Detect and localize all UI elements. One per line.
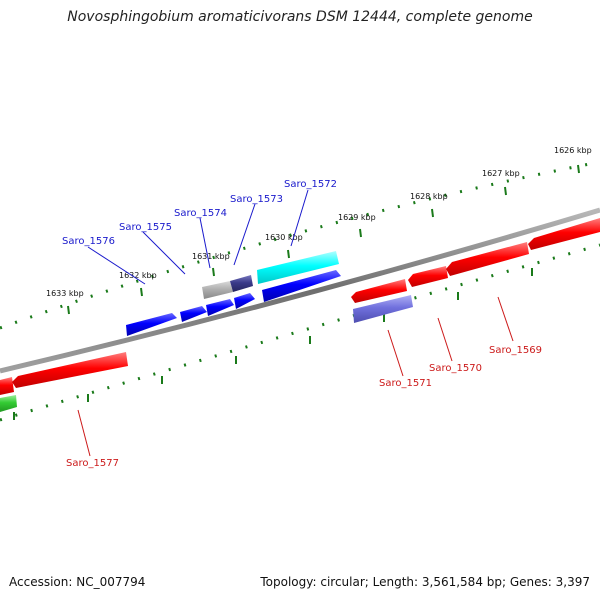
gene-label[interactable]: Saro_1575 [119,222,172,233]
major-ticks [67,164,580,315]
accession-label: Accession: NC_007794 [9,575,146,589]
forward-genes [0,251,341,395]
gene-label[interactable]: Saro_1570 [429,363,482,374]
gene-saro-1569[interactable] [446,242,529,276]
leader-line [387,329,404,377]
tick-label: 1632 kbp [119,271,157,280]
gene-saro-1576[interactable] [126,313,177,336]
gene-lavender[interactable] [353,295,413,323]
gene-red-left-forward[interactable] [0,377,14,395]
gene-label[interactable]: Saro_1569 [489,345,542,356]
gene-label[interactable]: Saro_1573 [230,194,283,205]
leader-line [233,203,256,266]
major-tick [431,208,434,218]
gene-red-right-edge[interactable] [528,218,600,250]
leader-line [199,217,211,269]
leader-line [497,296,514,342]
gene-label[interactable]: Saro_1574 [174,208,227,219]
gene-saro-1571[interactable] [351,279,407,303]
tick-label: 1633 kbp [46,289,84,298]
major-tick [67,305,70,315]
gene-label[interactable]: Saro_1571 [379,378,432,389]
gene-saro-1577[interactable] [12,352,128,388]
gene-green[interactable] [0,395,17,412]
genome-title: Novosphingobium aromaticivorans DSM 1244… [67,9,533,25]
leader-line [437,317,453,362]
leader-line [290,189,309,247]
lower-major-ticks [13,268,533,420]
leader-line [87,246,146,285]
gene-saro-1573[interactable] [234,293,255,309]
gene-slate[interactable] [230,275,253,292]
major-tick [140,287,143,297]
gene-label[interactable]: Saro_1576 [62,236,115,247]
tick-label: 1627 kbp [482,169,520,178]
reverse-leaders [77,296,514,457]
genome-summary: Topology: circular; Length: 3,561,584 bp… [260,575,590,589]
gene-label[interactable]: Saro_1577 [66,458,119,469]
genome-backbone [0,207,600,374]
leader-line [142,231,186,275]
major-tick [504,186,507,196]
tick-label: 1629 kbp [338,213,376,222]
major-tick [212,267,215,277]
gene-label[interactable]: Saro_1572 [284,179,337,190]
tick-label: 1626 kbp [554,146,592,155]
gene-cyan[interactable] [257,251,339,284]
tick-label: 1628 kbp [410,192,448,201]
forward-leaders [87,189,309,285]
tick-label: 1631 kbp [192,252,230,261]
major-tick [577,164,580,174]
gene-saro-1570[interactable] [408,266,448,287]
gene-gray[interactable] [202,281,233,299]
major-tick [359,228,362,238]
gene-saro-1572[interactable] [262,270,341,302]
gene-saro-1574[interactable] [206,299,234,316]
gene-saro-1575[interactable] [180,306,207,322]
major-tick [287,249,290,259]
leader-line [77,409,91,457]
tick-label: 1630 kbp [265,233,303,242]
reverse-genes [0,218,600,412]
